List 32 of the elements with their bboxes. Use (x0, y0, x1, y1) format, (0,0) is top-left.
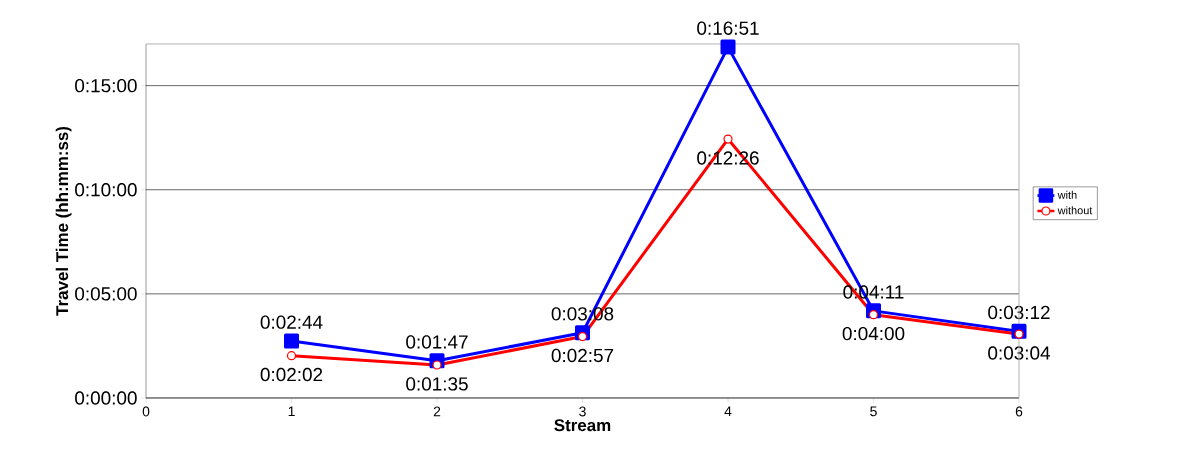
point (868, 310, 879, 320)
data-label: 0:04:00 (842, 326, 905, 341)
data-label: 0:01:47 (406, 335, 468, 349)
data-label: 0:03:04 (988, 346, 1051, 360)
point (432, 360, 442, 370)
y-tick-label: 0:00:00 (75, 391, 137, 405)
point (723, 134, 733, 144)
y-tick-label: 0:10:00 (75, 183, 137, 197)
point (720, 39, 736, 55)
data-label: 0:03:12 (988, 305, 1050, 320)
x-tick-label: 0 (142, 406, 150, 417)
legend-label: with (1057, 190, 1077, 199)
x-tick-label: 4 (724, 406, 732, 417)
data-label: 0:02:44 (260, 315, 323, 329)
y-tick-label: 0:05:00 (75, 287, 137, 301)
point (284, 333, 300, 349)
x-tick-label: 3 (579, 406, 586, 417)
x-tick-label: 6 (1015, 406, 1023, 417)
data-label: 0:16:51 (697, 21, 759, 35)
legend-label: without (1057, 206, 1093, 215)
y-tick-label: 0:15:00 (75, 78, 137, 93)
y-axis-title: Travel Time (hh:mm:ss) (55, 126, 72, 316)
point (286, 351, 297, 361)
x-axis-title: Stream (554, 419, 611, 432)
x-tick-label: 2 (433, 406, 441, 417)
x-tick-label: 1 (288, 406, 295, 417)
data-label: 0:01:35 (406, 377, 468, 391)
data-label: 0:02:02 (260, 367, 323, 382)
x-tick-label: 5 (870, 406, 877, 417)
data-label: 0:02:57 (551, 348, 614, 363)
point (1014, 329, 1024, 339)
point (577, 331, 588, 342)
